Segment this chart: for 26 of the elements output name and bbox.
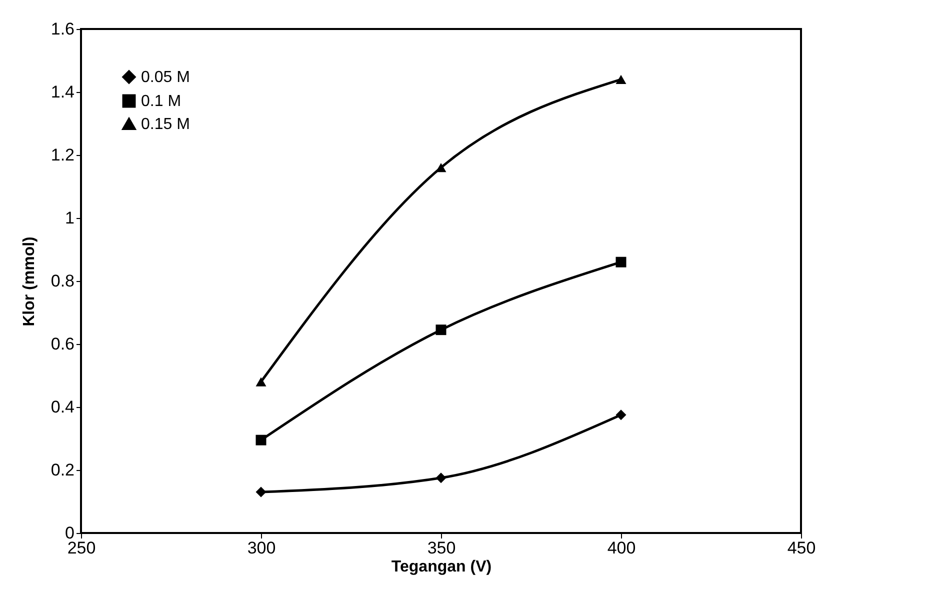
y-tick-label: 1.4 <box>50 82 74 102</box>
y-tick-label: 1 <box>65 208 74 228</box>
y-tick-label: 0.6 <box>50 334 74 354</box>
point <box>616 410 626 420</box>
point <box>436 472 446 484</box>
point <box>616 74 626 84</box>
legend-label: 0.15 M <box>141 116 190 133</box>
x-axis-title: Tegangan (V) <box>391 558 492 576</box>
y-tick-label: 0.2 <box>50 460 74 480</box>
x-tick-label: 350 <box>427 538 456 558</box>
x-tick-label: 400 <box>607 538 636 558</box>
x-tick-label: 300 <box>247 538 276 558</box>
y-tick-label: 0.4 <box>50 398 74 416</box>
point <box>436 163 446 172</box>
point <box>616 256 626 268</box>
point <box>256 377 266 386</box>
x-tick-label: 450 <box>787 538 816 558</box>
y-tick-label: 0.8 <box>50 272 74 290</box>
point <box>436 324 446 336</box>
legend-label: 0.05 M <box>141 69 190 86</box>
point <box>256 434 266 446</box>
y-tick-label: 1.6 <box>50 20 74 38</box>
y-axis-title: Klor (mmol) <box>20 236 38 326</box>
y-tick-label: 1.2 <box>50 146 74 164</box>
legend-label: 0.1 M <box>141 93 182 110</box>
point <box>256 486 266 498</box>
